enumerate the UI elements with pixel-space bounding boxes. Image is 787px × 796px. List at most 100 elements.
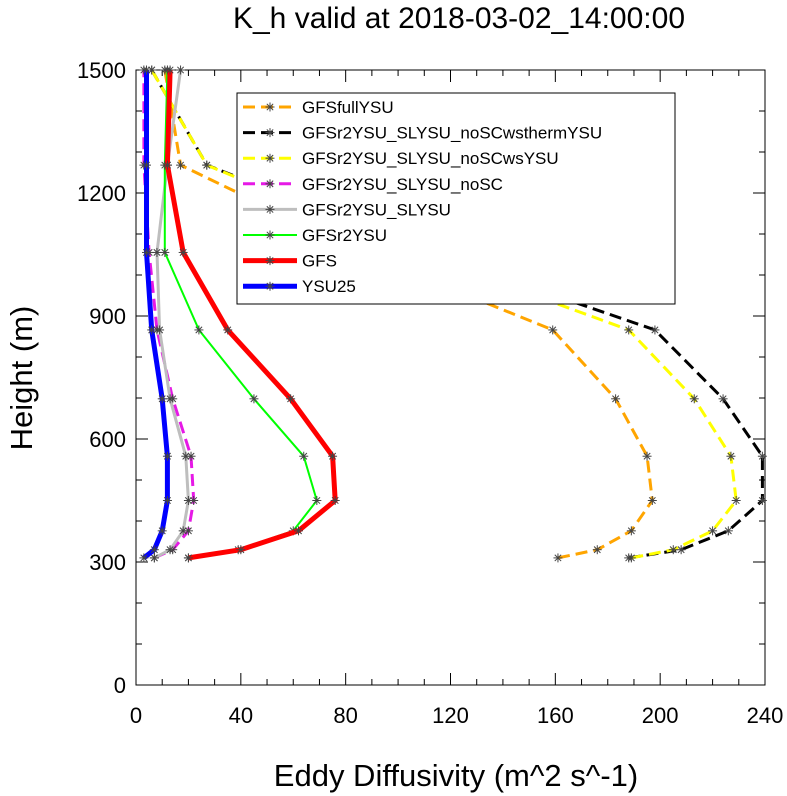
data-point-marker — [328, 451, 338, 461]
data-point-marker — [330, 496, 340, 505]
data-point-marker — [147, 325, 157, 335]
y-tick-label: 1500 — [77, 58, 126, 83]
data-point-marker — [676, 545, 686, 555]
data-point-marker — [553, 553, 563, 563]
data-point-marker — [157, 394, 167, 404]
data-point-marker — [183, 496, 193, 505]
chart-title: K_h valid at 2018-03-02_14:00:00 — [233, 2, 685, 35]
y-tick-label: 900 — [89, 304, 126, 329]
data-point-marker — [624, 325, 634, 335]
data-point-marker — [223, 325, 233, 335]
x-tick-label: 80 — [333, 703, 357, 728]
data-point-marker — [650, 325, 660, 335]
series-line-0 — [163, 69, 654, 560]
series-group — [139, 65, 767, 563]
data-point-marker — [183, 553, 193, 563]
data-point-marker — [689, 394, 699, 404]
legend-marker — [265, 230, 275, 240]
data-point-marker — [312, 496, 322, 505]
data-point-marker — [176, 160, 186, 170]
data-point-marker — [647, 496, 657, 505]
data-point-marker — [236, 545, 246, 555]
data-point-marker — [202, 160, 212, 170]
legend-label-3: GFSr2YSU_SLYSU_noSC — [302, 175, 503, 194]
legend-label-7: YSU25 — [302, 277, 356, 296]
data-point-marker — [642, 451, 652, 461]
legend-label-4: GFSr2YSU_SLYSU — [302, 200, 451, 219]
data-point-marker — [708, 526, 718, 536]
y-tick-label: 600 — [89, 427, 126, 452]
series-line-3 — [142, 70, 196, 560]
data-point-marker — [286, 394, 296, 404]
data-point-marker — [141, 247, 151, 257]
x-tick-label: 200 — [642, 703, 679, 728]
data-point-marker — [293, 526, 303, 536]
series-line-7 — [142, 70, 170, 560]
data-point-marker — [160, 247, 170, 257]
data-point-marker — [165, 65, 175, 75]
legend-box — [236, 92, 676, 305]
x-tick-label: 240 — [747, 703, 784, 728]
data-point-marker — [731, 496, 741, 505]
data-point-marker — [299, 451, 309, 461]
data-point-marker — [548, 325, 558, 335]
legend-label-2: GFSr2YSU_SLYSU_noSCwsYSU — [302, 149, 559, 168]
data-point-marker — [194, 325, 204, 335]
legend-marker — [265, 256, 275, 266]
x-tick-label: 160 — [537, 703, 574, 728]
legend-label-1: GFSr2YSU_SLYSU_noSCwsthermYSU — [302, 124, 602, 143]
x-axis: 0 40 80 120 160 200 240 — [130, 70, 783, 728]
x-tick-label: 0 — [130, 703, 142, 728]
data-point-marker — [176, 65, 186, 75]
legend: GFSfullYSU GFSr2YSU_SLYSU_noSCwsthermYSU G… — [236, 92, 676, 305]
x-tick-label: 120 — [432, 703, 469, 728]
series-line-6 — [164, 69, 338, 561]
data-point-marker — [141, 160, 151, 170]
legend-marker — [265, 204, 275, 214]
legend-marker — [265, 281, 275, 291]
legend-marker — [265, 102, 275, 112]
series-line-1 — [150, 69, 764, 560]
data-point-marker — [157, 526, 167, 536]
y-tick-label: 300 — [89, 550, 126, 575]
data-point-marker — [152, 247, 162, 257]
data-point-marker — [181, 451, 191, 461]
data-point-marker — [726, 451, 736, 461]
legend-marker — [265, 179, 275, 189]
legend-marker — [265, 153, 275, 163]
series-line-4 — [153, 69, 190, 560]
data-point-marker — [162, 496, 172, 505]
data-point-marker — [718, 394, 728, 404]
y-axis-label: Height (m) — [4, 306, 39, 451]
legend-label-0: GFSfullYSU — [302, 98, 394, 117]
legend-label-5: GFSr2YSU — [302, 226, 387, 245]
data-point-marker — [249, 394, 259, 404]
data-point-marker — [592, 545, 602, 555]
data-point-marker — [149, 553, 159, 563]
data-point-marker — [149, 545, 159, 555]
data-point-marker — [626, 553, 636, 563]
x-tick-label: 40 — [229, 703, 253, 728]
data-point-marker — [155, 325, 165, 335]
data-point-marker — [165, 545, 175, 555]
data-point-marker — [757, 451, 767, 461]
data-point-marker — [723, 526, 733, 536]
legend-marker — [265, 128, 275, 138]
data-point-marker — [139, 553, 149, 563]
data-point-marker — [178, 247, 188, 257]
x-axis-label: Eddy Diffusivity (m^2 s^-1) — [274, 758, 638, 793]
data-point-marker — [757, 496, 767, 505]
data-point-marker — [165, 394, 175, 404]
y-tick-label: 0 — [114, 673, 126, 698]
data-point-marker — [626, 526, 636, 536]
legend-label-6: GFS — [302, 252, 337, 271]
data-point-marker — [162, 451, 172, 461]
data-point-marker — [178, 526, 188, 536]
y-tick-label: 1200 — [77, 181, 126, 206]
data-point-marker — [611, 394, 621, 404]
data-point-marker — [162, 160, 172, 170]
data-point-marker — [141, 65, 151, 75]
data-point-marker — [668, 545, 678, 555]
y-axis: 0 300 600 900 1200 1500 — [77, 58, 765, 698]
